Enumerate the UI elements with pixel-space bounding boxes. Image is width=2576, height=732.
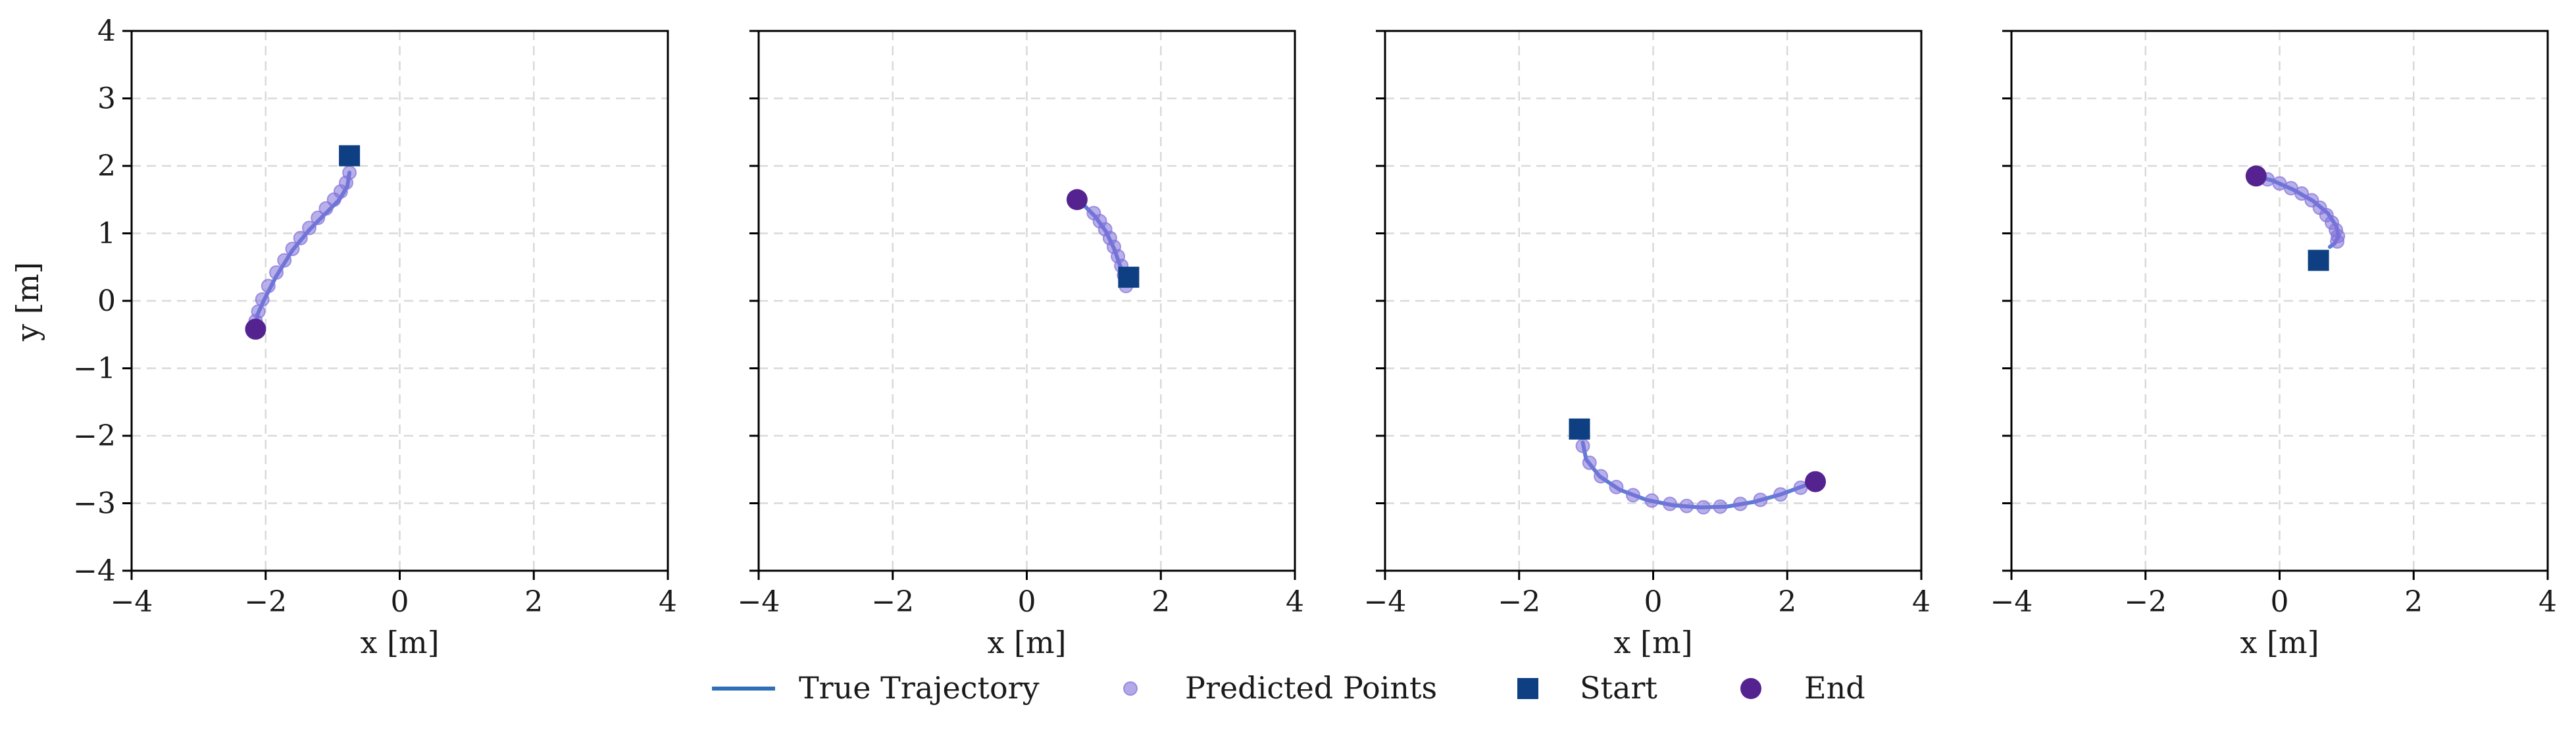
plot-frame [2010, 30, 2549, 572]
predicted-point [1773, 487, 1788, 502]
predicted-point [1594, 469, 1609, 484]
x-tick-label: 4 [1286, 585, 1304, 619]
x-tick-label: 0 [391, 585, 409, 619]
predicted-point [2330, 234, 2345, 249]
end-marker [1805, 471, 1827, 492]
legend-label-start: Start [1580, 670, 1657, 706]
y-tick-label: 3 [97, 82, 116, 116]
predicted-point [1582, 456, 1597, 470]
x-tick-label: −2 [871, 585, 914, 619]
x-tick-label: 4 [1912, 585, 1931, 619]
x-tick-label: 0 [1644, 585, 1663, 619]
start-marker [1118, 267, 1140, 288]
x-tick-label: 0 [2271, 585, 2289, 619]
end-marker [245, 319, 266, 340]
predicted-point [1644, 493, 1659, 508]
x-tick-label: 2 [1151, 585, 1170, 619]
end-marker [1066, 189, 1088, 211]
legend-label-end: End [1804, 670, 1865, 706]
start-marker [339, 145, 361, 167]
predicted-point [269, 265, 284, 280]
x-tick-label: 2 [1778, 585, 1796, 619]
x-tick-label: −2 [244, 585, 287, 619]
predicted-point [1575, 438, 1590, 454]
x-tick-label: 4 [2538, 585, 2557, 619]
predicted-point [326, 192, 341, 207]
y-tick-label: −4 [73, 554, 116, 588]
start-marker [1569, 418, 1590, 440]
predicted-point [2294, 186, 2310, 201]
x-tick-label: −2 [1498, 585, 1540, 619]
y-tick-label: 0 [97, 284, 116, 318]
legend-label-true-trajectory: True Trajectory [799, 670, 1040, 706]
predicted-point [1086, 205, 1101, 221]
x-tick-label: 2 [524, 585, 543, 619]
predicted-point [255, 292, 270, 307]
predicted-point [261, 278, 276, 294]
start-marker [2308, 249, 2329, 271]
legend: True Trajectory Predicted Points Start E… [712, 670, 1865, 706]
predicted-point [1609, 479, 1624, 494]
y-tick-label: −2 [73, 419, 116, 453]
x-tick-label: −2 [2124, 585, 2167, 619]
x-tick-label: −4 [111, 585, 153, 619]
plot-frame [1384, 30, 1923, 572]
x-axis-label: x [m] [987, 625, 1066, 660]
plot-frame [130, 30, 669, 572]
end-marker [2245, 165, 2267, 187]
predicted-point [1753, 492, 1768, 508]
predicted-point [301, 221, 316, 236]
x-tick-label: −4 [738, 585, 780, 619]
predicted-point [1696, 500, 1711, 515]
predicted-point [311, 210, 326, 225]
predicted-point [1662, 496, 1677, 511]
x-tick-label: −4 [1990, 585, 2033, 619]
y-tick-label: 4 [97, 14, 116, 48]
x-tick-label: −4 [1364, 585, 1407, 619]
legend-label-predicted-points: Predicted Points [1185, 670, 1437, 706]
y-tick-label: 2 [97, 149, 116, 183]
y-tick-label: −3 [73, 487, 116, 521]
y-tick-label: 1 [97, 217, 116, 251]
predicted-point [1679, 498, 1694, 513]
predicted-point [1713, 499, 1728, 514]
legend-end-marker [1740, 678, 1761, 699]
predicted-point [293, 230, 308, 246]
legend-predicted-points-marker [1123, 681, 1138, 696]
predicted-point [1625, 488, 1640, 503]
y-tick-label: −1 [73, 352, 116, 386]
predicted-point [1732, 496, 1748, 511]
legend-start-marker [1517, 678, 1538, 699]
predicted-point [285, 242, 300, 257]
x-axis-label: x [m] [1613, 625, 1692, 660]
panel-3: −4 −2 0 2 4 x [m] [1364, 30, 1931, 660]
y-axis-label: y [m] [10, 262, 45, 342]
x-axis-label: x [m] [360, 625, 439, 660]
x-axis-label: x [m] [2240, 625, 2319, 660]
x-tick-label: 0 [1018, 585, 1036, 619]
x-tick-label: 4 [659, 585, 677, 619]
panel-2: −4 −2 0 2 4 x [m] [738, 30, 1304, 660]
panel-4: −4 −2 0 2 4 x [m] [1990, 30, 2557, 660]
plot-frame [757, 30, 1296, 572]
predicted-point [318, 201, 334, 216]
predicted-point [277, 253, 292, 268]
x-tick-label: 2 [2404, 585, 2423, 619]
panel-1: −4 −2 0 2 4 4 3 2 1 0 −1 −2 −3 −4 x [m] [73, 14, 677, 660]
